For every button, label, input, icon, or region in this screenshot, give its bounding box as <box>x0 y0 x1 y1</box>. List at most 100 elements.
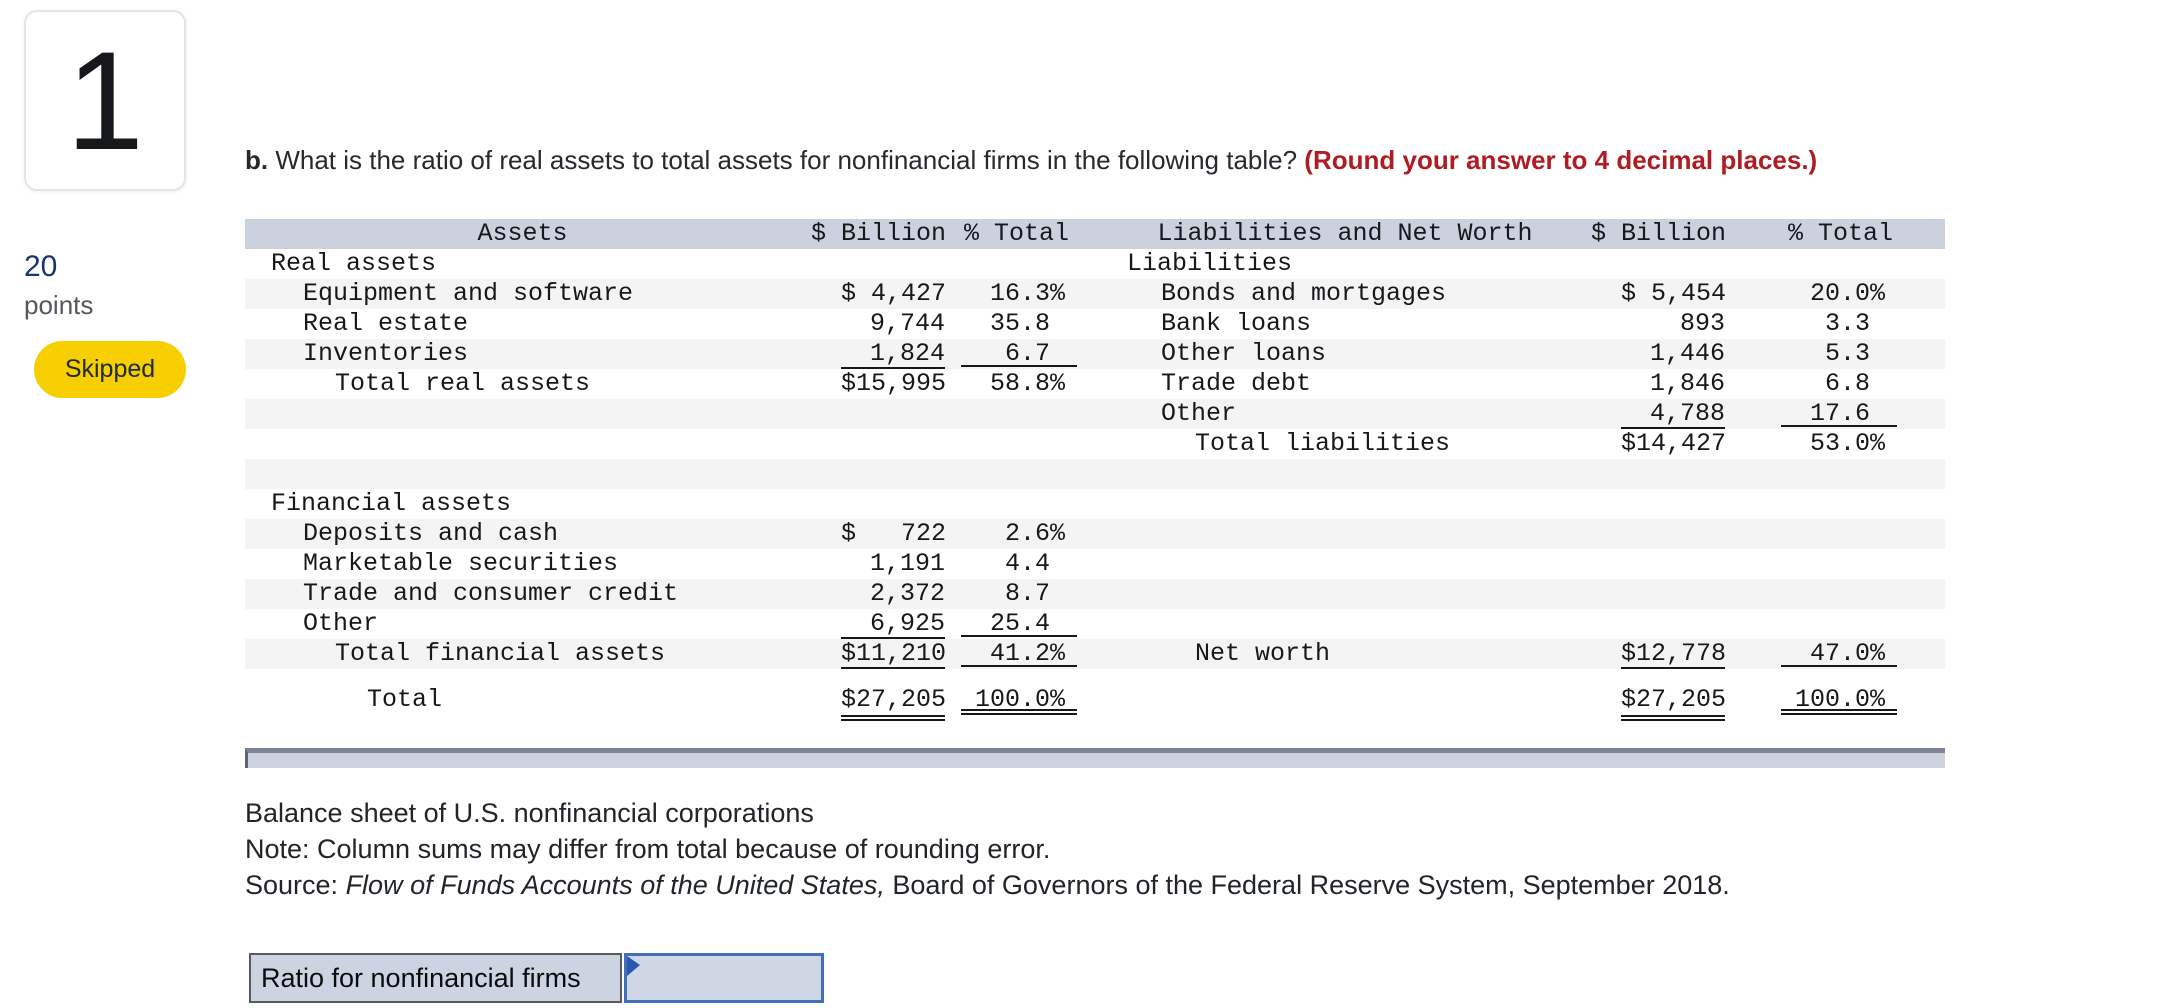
row-label-right: Other loans <box>1161 339 1327 368</box>
table-row: Total $27,205 100.0% $27,205 100.0% <box>245 669 1945 721</box>
row-label-left: Total financial assets <box>335 639 666 668</box>
row-label-right: Bank loans <box>1161 309 1312 338</box>
amount-value: 1,824 <box>841 339 945 369</box>
table-row: Real assets Liabilities <box>245 249 1945 279</box>
row-label-left: Total <box>367 685 443 714</box>
row-label-right: Bonds and mortgages <box>1161 279 1447 308</box>
skipped-badge: Skipped <box>34 341 186 398</box>
billion-cell-right <box>1545 489 1730 519</box>
pct-cell-right: 53.0% <box>1730 429 1905 459</box>
row-label-left: Financial assets <box>271 489 512 518</box>
amount-value: 2.6% <box>1004 519 1065 548</box>
amount-value: 100.0% <box>961 685 1077 715</box>
billion-cell-right <box>1545 609 1730 639</box>
amount-value: 1,446 <box>1649 339 1725 368</box>
header-liabilities: Liabilities and Net Worth <box>1157 219 1533 248</box>
amount-value: 1,846 <box>1649 369 1725 398</box>
amount-value: $ 5,454 <box>1621 279 1727 308</box>
billion-cell-left: $ 722 <box>800 519 950 549</box>
amount-value: 25.4 <box>961 609 1077 638</box>
pct-cell-right: 47.0% <box>1730 639 1905 669</box>
billion-cell-left: 9,744 <box>800 309 950 339</box>
table-notes: Balance sheet of U.S. nonfinancial corpo… <box>245 795 1730 903</box>
amount-value: $27,205 <box>841 685 946 721</box>
table-row: Trade and consumer credit 2,372 8.7 <box>245 579 1945 609</box>
question-text: b. What is the ratio of real assets to t… <box>245 145 1817 176</box>
amount-value: $14,427 <box>1621 429 1727 458</box>
row-label-right <box>1085 519 1545 549</box>
billion-cell-left <box>800 489 950 519</box>
row-label-right <box>1085 549 1545 579</box>
header-pct-left: % Total <box>963 219 1069 248</box>
pct-cell-left: 2.6% <box>950 519 1085 549</box>
balance-sheet-table-body: Real assets Liabilities Equipment and soft… <box>245 249 1945 721</box>
table-row: Inventories 1,824 6.7 Other loans 1,446 5.3 <box>245 339 1945 369</box>
row-label-left: Trade and consumer credit <box>303 579 679 608</box>
row-label-left: Marketable securities <box>303 549 619 578</box>
answer-field-cell <box>624 953 824 1003</box>
amount-value: 58.8% <box>989 369 1065 398</box>
pct-cell-right: 3.3 <box>1730 309 1905 339</box>
billion-cell-left: 1,824 <box>800 339 950 369</box>
billion-cell-left: $ 4,427 <box>800 279 950 309</box>
billion-cell-right <box>1545 249 1730 279</box>
pct-cell-left: 8.7 <box>950 579 1085 609</box>
pct-cell-left <box>950 489 1085 519</box>
row-label-left: Other <box>303 609 379 638</box>
table-row: Total real assets $15,995 58.8% Trade debt 1… <box>245 369 1945 399</box>
pct-cell-right <box>1730 489 1905 519</box>
amount-value: 4.4 <box>1004 549 1065 578</box>
row-label-left: Deposits and cash <box>303 519 559 548</box>
pct-cell-right <box>1730 249 1905 279</box>
pct-cell-right: 100.0% <box>1730 669 1905 719</box>
amount-value: 3.3 <box>1824 309 1885 338</box>
pct-cell-right <box>1730 549 1905 579</box>
billion-cell-right: $ 5,454 <box>1545 279 1730 309</box>
table-row: Marketable securities 1,191 4.4 <box>245 549 1945 579</box>
question-number-card: 1 <box>24 10 186 191</box>
amount-value: 5.3 <box>1824 339 1885 368</box>
row-label-left: Real assets <box>271 249 437 278</box>
pct-cell-left: 4.4 <box>950 549 1085 579</box>
billion-cell-left: 2,372 <box>800 579 950 609</box>
note-source-title: Flow of Funds Accounts of the United Sta… <box>345 870 885 900</box>
billion-cell-left <box>800 459 950 489</box>
table-row: Equipment and software $ 4,427 16.3% Bonds … <box>245 279 1945 309</box>
row-label-left: Real estate <box>303 309 469 338</box>
table-header-row: Assets $ Billion % Total Liabilities and… <box>245 219 1945 249</box>
answer-widget: Ratio for nonfinancial firms <box>249 953 824 1003</box>
row-label-left: Total real assets <box>335 369 591 398</box>
billion-cell-right: $12,778 <box>1545 639 1730 669</box>
note-caption: Balance sheet of U.S. nonfinancial corpo… <box>245 798 814 828</box>
billion-cell-right: $14,427 <box>1545 429 1730 459</box>
table-row: Financial assets <box>245 489 1945 519</box>
billion-cell-right <box>1545 579 1730 609</box>
question-body: What is the ratio of real assets to tota… <box>268 145 1305 175</box>
row-label-right <box>1085 579 1545 609</box>
billion-cell-right: 4,788 <box>1545 399 1730 429</box>
billion-cell-right <box>1545 459 1730 489</box>
billion-cell-right: 1,446 <box>1545 339 1730 369</box>
row-label-right <box>1085 489 1545 519</box>
pct-cell-left <box>950 459 1085 489</box>
amount-value: 16.3% <box>989 279 1065 308</box>
table-row: Real estate 9,744 35.8 Bank loans 893 3.3 <box>245 309 1945 339</box>
pct-cell-left: 100.0% <box>950 669 1085 719</box>
amount-value: $ 722 <box>841 519 947 548</box>
pct-cell-right: 5.3 <box>1730 339 1905 369</box>
row-label-left <box>245 399 800 429</box>
ratio-answer-input[interactable] <box>627 956 821 1000</box>
amount-value: 6,925 <box>841 609 945 639</box>
header-assets: Assets <box>477 219 568 248</box>
pct-cell-right: 17.6 <box>1730 399 1905 429</box>
points-value: 20 <box>24 250 58 283</box>
pct-cell-right: 20.0% <box>1730 279 1905 309</box>
amount-value: 893 <box>1679 309 1725 338</box>
amount-value: 20.0% <box>1809 279 1885 308</box>
pct-cell-left <box>950 399 1085 429</box>
pct-cell-right <box>1730 579 1905 609</box>
row-label-left <box>245 429 800 459</box>
billion-cell-left <box>800 429 950 459</box>
header-billion-left: $ Billion <box>810 219 946 248</box>
table-footer-bar <box>245 748 1945 768</box>
